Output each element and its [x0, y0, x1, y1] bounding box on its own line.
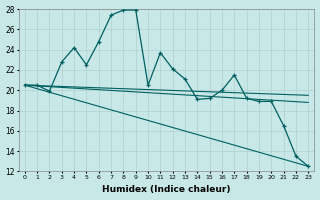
X-axis label: Humidex (Indice chaleur): Humidex (Indice chaleur)	[102, 185, 231, 194]
